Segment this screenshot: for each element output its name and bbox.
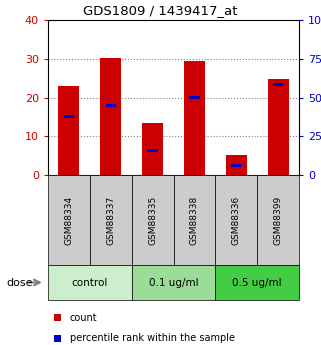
Bar bbox=[100, 58, 121, 175]
Bar bbox=[273, 83, 283, 87]
Text: GSM88335: GSM88335 bbox=[148, 195, 157, 245]
Text: count: count bbox=[70, 313, 97, 323]
Bar bbox=[189, 96, 200, 99]
Text: GSM88334: GSM88334 bbox=[65, 195, 74, 245]
Bar bbox=[226, 155, 247, 175]
Text: GDS1809 / 1439417_at: GDS1809 / 1439417_at bbox=[83, 4, 238, 17]
Bar bbox=[184, 61, 205, 175]
Bar bbox=[64, 115, 74, 118]
Text: GSM88338: GSM88338 bbox=[190, 195, 199, 245]
Bar bbox=[142, 124, 163, 175]
Text: GSM88399: GSM88399 bbox=[273, 195, 282, 245]
Text: 0.5 ug/ml: 0.5 ug/ml bbox=[232, 277, 282, 287]
Text: dose: dose bbox=[6, 277, 33, 287]
Text: GSM88337: GSM88337 bbox=[106, 195, 115, 245]
Bar bbox=[147, 149, 158, 152]
Text: percentile rank within the sample: percentile rank within the sample bbox=[70, 333, 235, 343]
Bar bbox=[58, 86, 79, 175]
Bar bbox=[231, 164, 241, 167]
Text: 0.1 ug/ml: 0.1 ug/ml bbox=[149, 277, 198, 287]
Bar bbox=[268, 79, 289, 175]
Text: control: control bbox=[72, 277, 108, 287]
Bar bbox=[106, 104, 116, 107]
Text: GSM88336: GSM88336 bbox=[232, 195, 241, 245]
